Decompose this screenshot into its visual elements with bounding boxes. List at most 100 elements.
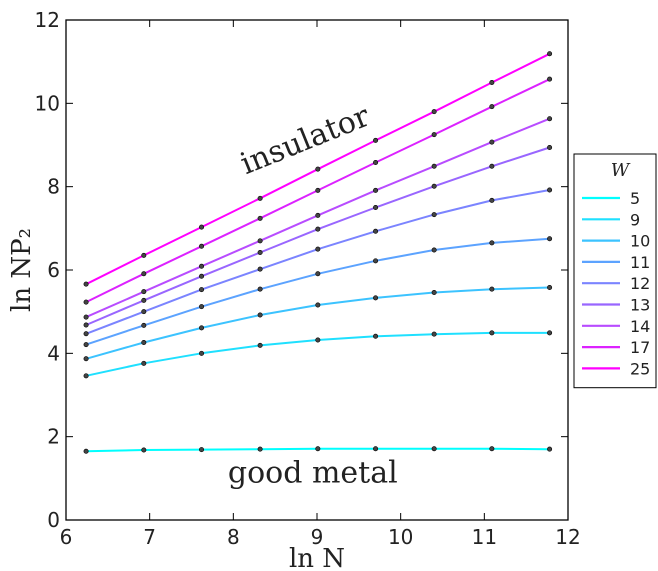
data-point-W9 [83, 373, 89, 379]
data-point-W10 [199, 325, 205, 331]
data-point-W11 [431, 247, 437, 253]
legend-items: 5 9 10 11 12 13 14 17 25 [582, 189, 650, 378]
data-point-W10 [489, 286, 495, 292]
annotations: insulator good metal [228, 98, 398, 490]
data-point-W9 [431, 331, 437, 337]
data-point-W10 [373, 295, 379, 301]
legend-item-W13: 13 [582, 296, 650, 315]
data-point-W12 [373, 228, 379, 234]
x-tick-labels: 6 7 8 9 10 11 12 [60, 525, 581, 549]
data-point-W25 [83, 281, 89, 287]
legend-label: 9 [630, 210, 640, 229]
data-point-W11 [315, 271, 321, 277]
legend-item-W12: 12 [582, 274, 650, 293]
data-point-W14 [141, 289, 147, 295]
data-point-W12 [431, 212, 437, 218]
data-point-W9 [547, 330, 553, 336]
plot-area [65, 19, 569, 521]
data-point-W10 [431, 289, 437, 295]
data-point-W25 [547, 51, 553, 57]
legend-item-W17: 17 [582, 338, 650, 357]
data-point-W5 [199, 447, 205, 453]
data-point-W14 [547, 116, 553, 122]
tick-marks [65, 19, 569, 521]
x-tick-label: 12 [555, 525, 580, 549]
series-line-W10 [85, 286, 550, 360]
data-point-W9 [373, 333, 379, 339]
data-point-W5 [83, 448, 89, 454]
data-point-W17 [257, 215, 263, 221]
legend-item-W10: 10 [582, 232, 650, 251]
data-point-W12 [489, 197, 495, 203]
data-point-W5 [373, 446, 379, 452]
legend-label: 11 [630, 253, 650, 272]
legend: W 5 9 10 11 12 13 14 17 25 [573, 153, 657, 389]
y-tick-label: 10 [35, 91, 60, 115]
data-point-W12 [199, 287, 205, 293]
data-point-W13 [431, 183, 437, 189]
data-point-W14 [373, 187, 379, 193]
data-point-W13 [257, 250, 263, 256]
plot-frame [65, 19, 569, 521]
legend-label: 10 [630, 232, 650, 251]
data-point-W5 [547, 446, 553, 452]
y-tick-label: 12 [35, 8, 60, 32]
data-point-W11 [83, 342, 89, 348]
y-tick-label: 2 [47, 425, 60, 449]
legend-label: 14 [630, 317, 650, 336]
data-point-W12 [315, 246, 321, 252]
data-point-W10 [141, 339, 147, 345]
data-point-W25 [315, 166, 321, 172]
data-point-W11 [373, 258, 379, 264]
annotation-good-metal: good metal [228, 456, 398, 491]
data-point-W10 [547, 284, 553, 290]
legend-label: 12 [630, 274, 650, 293]
data-point-W5 [489, 446, 495, 452]
data-point-W14 [489, 139, 495, 145]
data-point-W9 [199, 350, 205, 356]
data-point-W17 [83, 299, 89, 305]
data-point-W14 [199, 263, 205, 269]
y-tick-label: 0 [47, 508, 60, 532]
legend-item-W25: 25 [582, 359, 650, 378]
series-line-W13 [85, 146, 550, 326]
data-point-W13 [141, 297, 147, 303]
data-point-W11 [199, 304, 205, 310]
legend-box [573, 153, 657, 389]
data-point-W25 [141, 252, 147, 258]
series-lines [85, 52, 551, 453]
data-point-W13 [199, 273, 205, 279]
data-point-W25 [489, 80, 495, 86]
y-tick-labels: 0 2 4 6 8 10 12 [35, 8, 60, 532]
data-point-W14 [431, 163, 437, 169]
data-point-W5 [257, 446, 263, 452]
y-tick-label: 8 [47, 175, 60, 199]
data-point-W13 [489, 163, 495, 169]
data-point-W11 [141, 322, 147, 328]
legend-label: 17 [630, 338, 650, 357]
data-point-W13 [83, 322, 89, 328]
data-point-W17 [489, 104, 495, 110]
data-point-W17 [431, 132, 437, 138]
data-point-W11 [489, 240, 495, 246]
legend-item-W9: 9 [582, 210, 640, 229]
x-tick-label: 8 [227, 525, 240, 549]
data-point-W14 [83, 314, 89, 320]
data-point-W5 [141, 447, 147, 453]
y-tick-label: 6 [47, 258, 60, 282]
data-point-W25 [373, 137, 379, 143]
x-tick-label: 9 [311, 525, 324, 549]
legend-label: 25 [630, 359, 650, 378]
data-point-W9 [315, 337, 321, 343]
data-point-W12 [141, 309, 147, 315]
data-point-W12 [547, 187, 553, 193]
data-point-W17 [141, 271, 147, 277]
data-point-W11 [257, 286, 263, 292]
x-tick-label: 10 [388, 525, 413, 549]
y-tick-label: 4 [47, 341, 60, 365]
x-axis-label: ln N [289, 544, 345, 571]
data-point-W17 [199, 243, 205, 249]
data-point-W10 [83, 356, 89, 362]
x-tick-label: 7 [143, 525, 156, 549]
